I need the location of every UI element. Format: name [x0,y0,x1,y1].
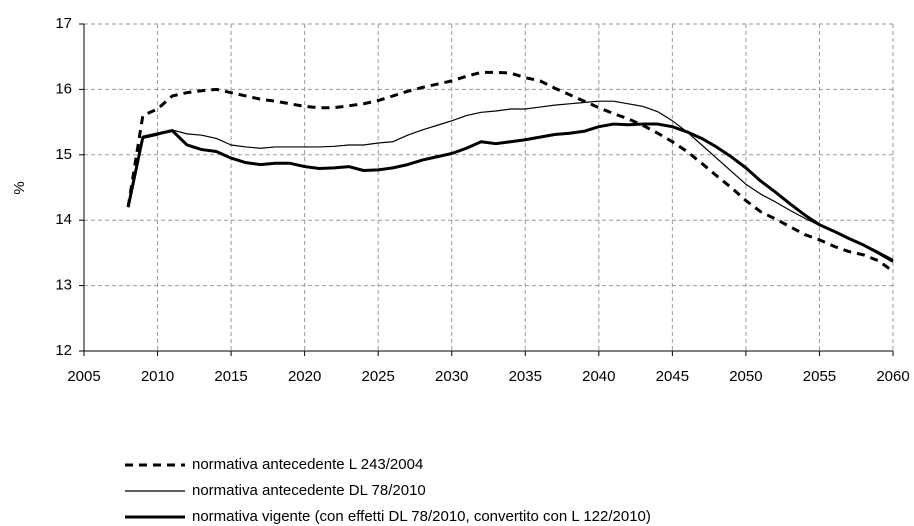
x-tick-label: 2020 [288,368,321,385]
x-tick-label: 2025 [361,368,394,385]
y-axis-label: % [11,181,28,194]
series-line [126,70,894,273]
legend-label: normativa antecedente L 243/2004 [192,456,423,473]
x-tick-label: 2055 [803,368,836,385]
x-tick-label: 2005 [67,368,100,385]
x-tick-label: 2035 [509,368,542,385]
x-tick-label: 2030 [435,368,468,385]
x-tick-label: 2060 [876,368,909,385]
x-tick-label: 2050 [729,368,762,385]
x-tick-label: 2040 [582,368,615,385]
legend-label: normativa vigente (con effetti DL 78/201… [192,508,651,525]
x-tick-label: 2010 [141,368,174,385]
y-tick-label: 13 [55,277,72,294]
y-tick-label: 15 [55,146,72,163]
y-tick-label: 12 [55,342,72,359]
legend-label: normativa antecedente DL 78/2010 [192,482,426,499]
y-tick-label: 16 [55,80,72,97]
series-line [126,122,894,263]
series-line [127,100,894,260]
y-tick-label: 17 [55,15,72,32]
y-tick-label: 14 [55,211,72,228]
x-tick-label: 2045 [656,368,689,385]
x-tick-label: 2015 [214,368,247,385]
